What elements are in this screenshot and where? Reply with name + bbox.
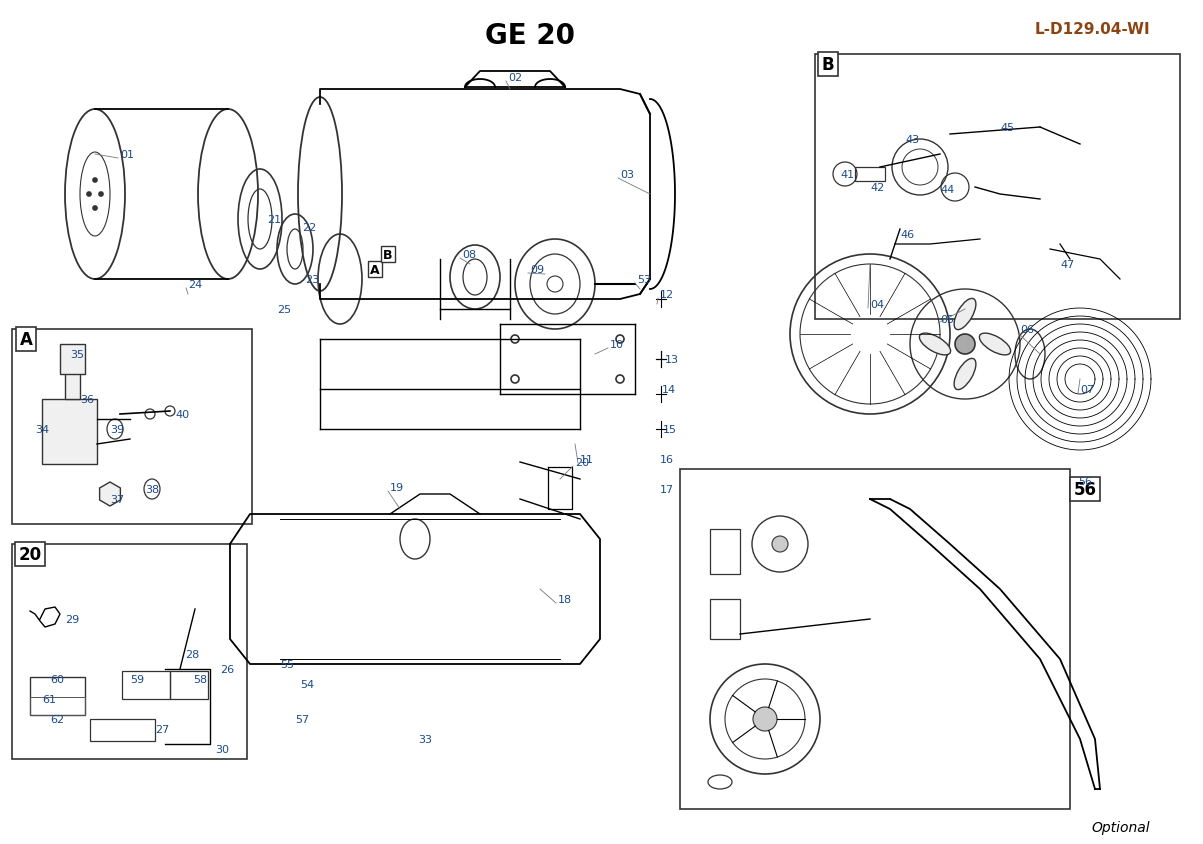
Text: 05: 05 xyxy=(940,315,954,325)
Ellipse shape xyxy=(99,192,103,197)
Text: 20: 20 xyxy=(18,545,42,563)
Text: 11: 11 xyxy=(580,454,594,464)
Text: 27: 27 xyxy=(155,724,170,734)
Text: 30: 30 xyxy=(215,744,229,754)
Text: 37: 37 xyxy=(109,495,124,505)
Text: 40: 40 xyxy=(174,409,189,419)
Bar xyxy=(90,719,155,741)
Ellipse shape xyxy=(753,707,777,731)
Text: 14: 14 xyxy=(662,385,676,394)
Text: 29: 29 xyxy=(65,614,79,625)
Text: 20: 20 xyxy=(575,457,589,468)
Text: 44: 44 xyxy=(940,185,954,195)
Bar xyxy=(12,330,251,524)
Bar xyxy=(855,168,885,181)
Text: B: B xyxy=(822,56,835,74)
Ellipse shape xyxy=(979,333,1011,355)
Text: B: B xyxy=(384,248,392,261)
Text: 60: 60 xyxy=(51,674,64,684)
Bar xyxy=(122,671,170,699)
Bar xyxy=(60,344,85,375)
Text: 15: 15 xyxy=(663,425,677,435)
Text: 02: 02 xyxy=(508,73,522,83)
Text: 12: 12 xyxy=(660,289,674,300)
Bar xyxy=(814,55,1180,320)
Ellipse shape xyxy=(87,192,91,197)
Text: 53: 53 xyxy=(638,274,651,284)
Ellipse shape xyxy=(954,299,976,330)
Bar xyxy=(710,529,740,574)
Text: 54: 54 xyxy=(300,679,314,690)
Text: 46: 46 xyxy=(900,230,914,240)
Text: 28: 28 xyxy=(185,649,200,659)
Text: 23: 23 xyxy=(306,274,319,284)
Text: 25: 25 xyxy=(277,305,291,315)
Text: 34: 34 xyxy=(35,425,49,435)
Text: 35: 35 xyxy=(70,349,84,360)
Text: L-D129.04-WI: L-D129.04-WI xyxy=(1035,22,1150,37)
Ellipse shape xyxy=(772,537,788,552)
Bar xyxy=(42,399,97,464)
Text: 13: 13 xyxy=(665,354,678,365)
Bar xyxy=(30,697,85,715)
Text: 01: 01 xyxy=(120,150,134,160)
Text: 41: 41 xyxy=(840,170,854,180)
Text: A: A xyxy=(371,263,380,276)
Text: 45: 45 xyxy=(1000,123,1014,133)
Text: 39: 39 xyxy=(109,425,124,435)
Text: 58: 58 xyxy=(192,674,207,684)
Text: 33: 33 xyxy=(417,734,432,744)
Text: 62: 62 xyxy=(51,714,64,724)
Ellipse shape xyxy=(93,179,97,183)
Text: 22: 22 xyxy=(302,223,316,233)
Text: 18: 18 xyxy=(558,594,573,604)
Text: 61: 61 xyxy=(42,694,57,704)
Text: 17: 17 xyxy=(660,484,674,495)
Text: 38: 38 xyxy=(146,484,159,495)
Text: 21: 21 xyxy=(267,214,282,225)
Text: 03: 03 xyxy=(620,170,634,180)
Bar xyxy=(65,370,81,399)
Text: 04: 04 xyxy=(870,300,884,310)
Text: GE 20: GE 20 xyxy=(485,22,575,50)
Bar xyxy=(12,544,247,759)
Text: 09: 09 xyxy=(531,265,544,274)
Text: 43: 43 xyxy=(905,135,919,145)
Text: 08: 08 xyxy=(462,250,476,260)
Text: 56: 56 xyxy=(1073,480,1096,499)
Text: 06: 06 xyxy=(1020,325,1035,334)
Text: 26: 26 xyxy=(220,664,235,674)
Text: 42: 42 xyxy=(870,183,884,192)
Text: A: A xyxy=(19,331,32,349)
Text: 57: 57 xyxy=(295,714,309,724)
Text: 47: 47 xyxy=(1060,260,1074,270)
Ellipse shape xyxy=(955,334,974,354)
Ellipse shape xyxy=(919,333,950,355)
Text: 24: 24 xyxy=(188,279,202,289)
Bar xyxy=(710,599,740,639)
Text: 19: 19 xyxy=(390,483,404,492)
Text: Optional: Optional xyxy=(1091,820,1150,834)
Ellipse shape xyxy=(93,207,97,211)
Text: 10: 10 xyxy=(610,339,624,349)
Text: 36: 36 xyxy=(81,394,94,404)
Bar xyxy=(170,671,208,699)
Text: 59: 59 xyxy=(130,674,144,684)
Bar xyxy=(680,469,1069,809)
Ellipse shape xyxy=(954,359,976,390)
Text: 07: 07 xyxy=(1080,385,1094,394)
Bar xyxy=(30,677,85,715)
Text: 56: 56 xyxy=(1078,476,1092,486)
Text: 55: 55 xyxy=(280,659,294,669)
Text: 16: 16 xyxy=(660,454,674,464)
